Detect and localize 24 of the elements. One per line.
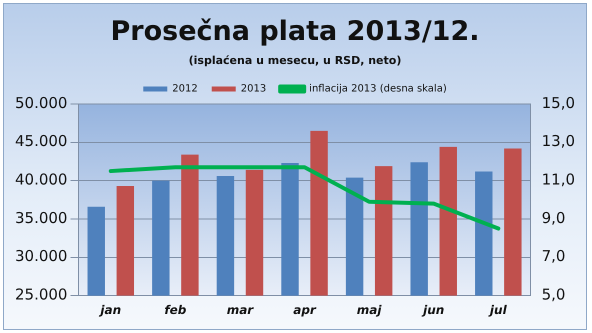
y2-tick-label: 11,0 <box>542 170 576 189</box>
chart-title: Prosečna plata 2013/12. <box>109 16 481 47</box>
x-tick-label: jan <box>98 302 122 317</box>
x-tick-label: jul <box>488 302 508 317</box>
x-tick-label: jun <box>421 302 444 317</box>
y2-tick-label: 9,0 <box>542 208 566 227</box>
chart-subtitle: (isplaćena u mesecu, u RSD, neto) <box>188 54 402 67</box>
x-tick-label: maj <box>356 302 382 317</box>
y-tick-label: 25.000 <box>14 285 68 304</box>
legend-label: inflacija 2013 (desna skala) <box>309 84 447 95</box>
x-tick-label: feb <box>164 302 187 317</box>
y-tick-label: 50.000 <box>14 94 68 112</box>
y-tick-label: 35.000 <box>14 208 68 227</box>
y2-tick-label: 13,0 <box>542 132 576 150</box>
y-tick-label: 40.000 <box>14 170 68 189</box>
y-tick-label: 30.000 <box>14 247 68 266</box>
legend-label: 2013 <box>240 84 266 95</box>
legend-label: 2012 <box>172 84 198 95</box>
y-tick-label: 45.000 <box>14 132 68 150</box>
x-tick-label: apr <box>293 302 317 317</box>
y2-tick-label: 15,0 <box>542 94 576 112</box>
x-tick-label: mar <box>226 302 254 317</box>
y2-tick-label: 7,0 <box>542 247 566 266</box>
y2-tick-label: 5,0 <box>542 285 566 304</box>
